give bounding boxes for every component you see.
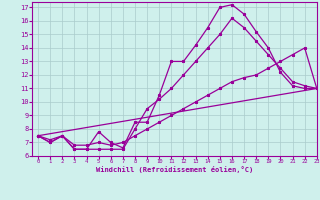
- X-axis label: Windchill (Refroidissement éolien,°C): Windchill (Refroidissement éolien,°C): [96, 166, 253, 173]
